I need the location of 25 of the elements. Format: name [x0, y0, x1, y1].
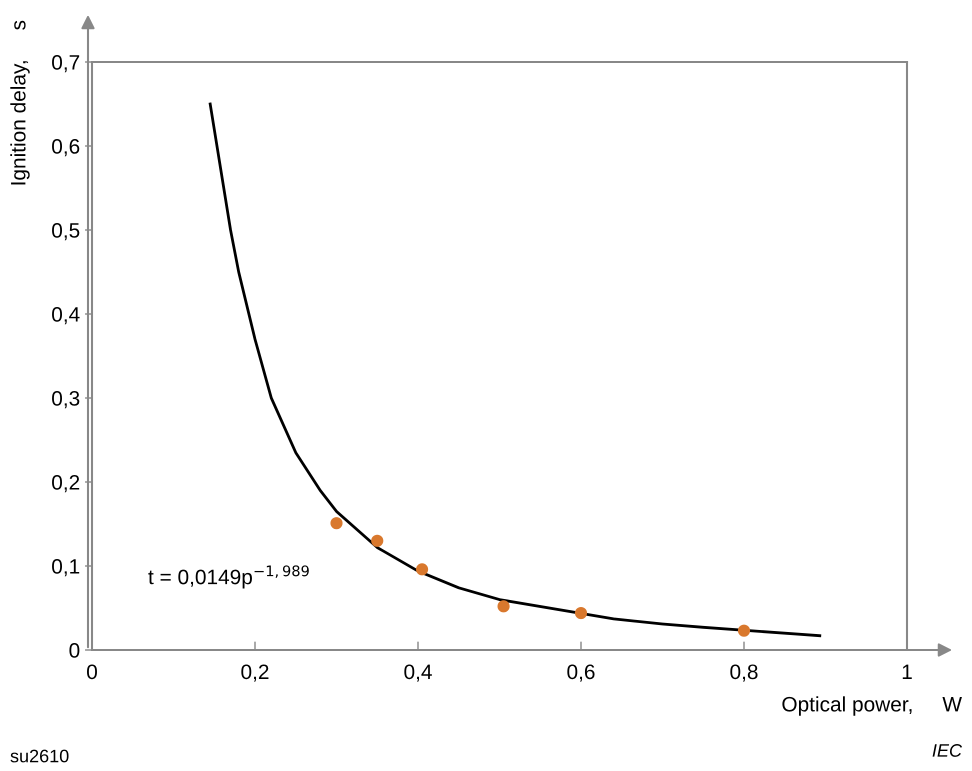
x-tick-label: 0 [87, 664, 97, 680]
x-axis-title: Optical power, W [782, 696, 962, 716]
y-tick-label: 0,4 [52, 307, 80, 324]
text: su2610 [10, 750, 69, 762]
x-tick-label: 1 [902, 664, 912, 679]
y-tick-label: 0,7 [52, 55, 80, 72]
point [738, 624, 750, 637]
y-tick-label: 0 [69, 643, 80, 658]
point [416, 563, 428, 576]
point [330, 517, 343, 530]
point [574, 606, 588, 620]
point [498, 600, 510, 612]
y-axis-title: Ignition delay, s [10, 20, 30, 184]
y-tick-label: 0,6 [52, 139, 80, 156]
annotation: t = 0,0149p$^{−1,989}$ [148, 565, 309, 588]
y-tick-label: 0,1 [52, 559, 80, 576]
x-tick-label: 0,2 [241, 664, 268, 682]
y-tick-label: 0,2 [52, 475, 80, 492]
y-tick-label: 0,5 [52, 223, 80, 240]
point [371, 534, 384, 547]
x-tick-label: 0,4 [404, 664, 432, 682]
y-tick-label: 0,3 [52, 391, 80, 408]
x-tick-label: 0,6 [567, 664, 595, 682]
text: IEC [932, 744, 962, 757]
x-tick-label: 0,8 [730, 664, 758, 682]
